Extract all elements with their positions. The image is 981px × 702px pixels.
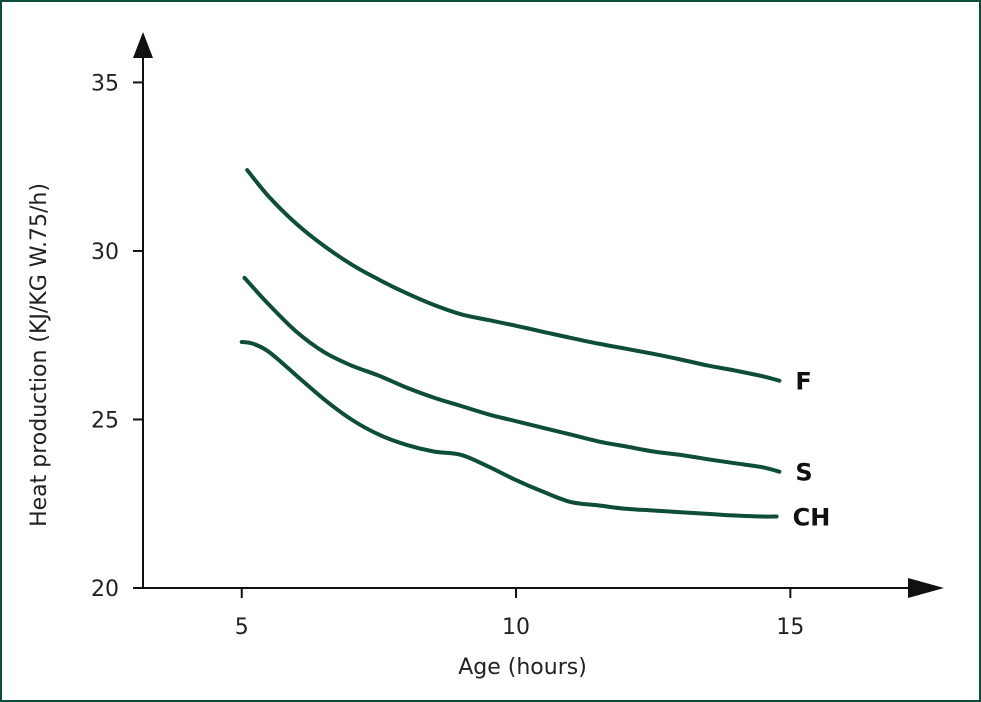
series-line-ch bbox=[239, 340, 779, 519]
series-lines: F S CH bbox=[239, 168, 831, 532]
series-line-f bbox=[245, 168, 782, 383]
series-label-f: F bbox=[795, 368, 811, 396]
x-axis-arrow-icon bbox=[908, 578, 944, 598]
y-axis-arrow-icon bbox=[133, 32, 153, 58]
y-tick-label: 25 bbox=[91, 408, 119, 433]
x-tick-label: 10 bbox=[502, 615, 530, 640]
series-line-s bbox=[242, 275, 782, 474]
series-label-s: S bbox=[795, 459, 812, 487]
x-axis-title: Age (hours) bbox=[458, 655, 587, 680]
y-axis-title: Heat production (KJ/KG W.75/h) bbox=[27, 183, 52, 527]
tick-labels: 20 25 30 35 5 10 15 bbox=[91, 71, 804, 640]
x-tick-label: 15 bbox=[776, 615, 804, 640]
axes bbox=[133, 32, 944, 598]
y-tick-label: 30 bbox=[91, 240, 119, 265]
y-tick-label: 20 bbox=[91, 577, 119, 602]
x-tick-label: 5 bbox=[235, 615, 249, 640]
y-tick-label: 35 bbox=[91, 71, 119, 96]
series-label-ch: CH bbox=[793, 504, 831, 532]
